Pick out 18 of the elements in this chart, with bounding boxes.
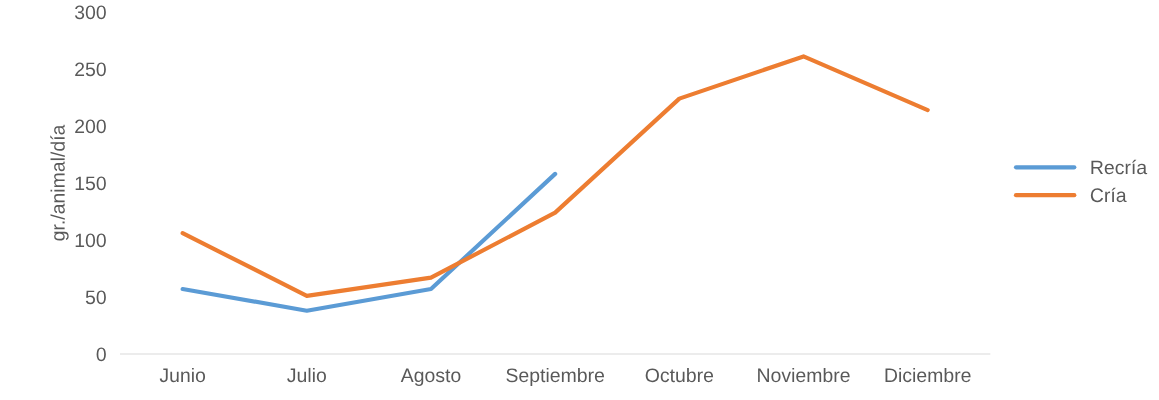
y-tick-label: 0 [96, 347, 106, 362]
legend-label: Cría [1090, 187, 1127, 203]
y-tick-label: 250 [75, 62, 106, 77]
y-tick-label: 200 [75, 119, 106, 134]
line-series [180, 54, 930, 298]
x-tick-label: Junio [159, 367, 206, 383]
y-tick-label: 150 [75, 176, 106, 191]
x-tick-label: Septiembre [506, 367, 605, 387]
x-tick-label: Octubre [645, 367, 714, 383]
y-tick-label: 300 [74, 5, 106, 20]
x-tick-label: Diciembre [885, 367, 971, 383]
y-tick-label: 100 [75, 233, 106, 248]
legend-label: Recría [1091, 159, 1148, 175]
x-tick-label: Agosto [400, 368, 461, 387]
x-tick-label: Noviembre [758, 367, 850, 383]
x-tick-label: Julio [287, 367, 326, 383]
y-axis-title: gr./animal/día [50, 124, 69, 241]
y-tick-label: 50 [85, 290, 106, 305]
